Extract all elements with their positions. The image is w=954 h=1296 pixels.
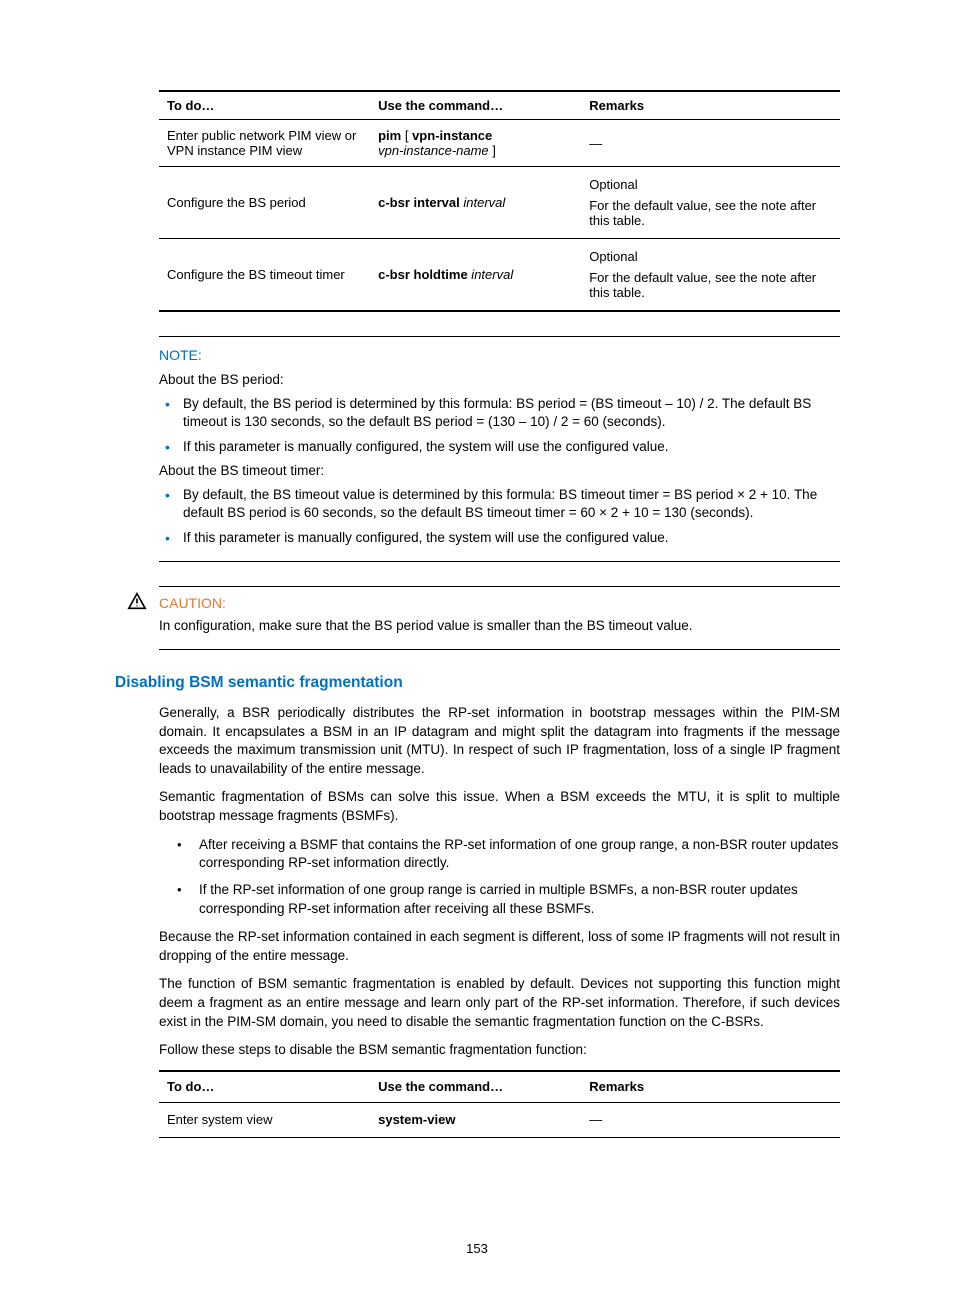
cell-todo: Configure the BS timeout timer xyxy=(159,239,370,312)
table1-wrapper: To do… Use the command… Remarks Enter pu… xyxy=(159,90,840,312)
command-table-1: To do… Use the command… Remarks Enter pu… xyxy=(159,90,840,312)
page-number: 153 xyxy=(0,1241,954,1256)
cmd-bold: vpn-instance xyxy=(412,128,492,143)
cell-todo: Configure the BS period xyxy=(159,167,370,239)
note-list: By default, the BS period is determined … xyxy=(159,395,840,456)
body-paragraph: Semantic fragmentation of BSMs can solve… xyxy=(159,788,840,825)
table-row: Enter system view system-view — xyxy=(159,1102,840,1137)
note-block: NOTE: About the BS period: By default, t… xyxy=(159,336,840,562)
col-header-todo: To do… xyxy=(159,91,370,120)
cmd-text: ] xyxy=(489,143,496,158)
body-paragraph: Generally, a BSR periodically distribute… xyxy=(159,704,840,779)
body-paragraph: Follow these steps to disable the BSM se… xyxy=(159,1041,840,1060)
cell-remarks: — xyxy=(581,120,840,167)
note-bullet: If this parameter is manually configured… xyxy=(159,529,840,547)
cell-cmd: c-bsr holdtime interval xyxy=(370,239,581,312)
note-wrapper: NOTE: About the BS period: By default, t… xyxy=(159,336,840,562)
cell-cmd: pim [ vpn-instance vpn-instance-name ] xyxy=(370,120,581,167)
table-header-row: To do… Use the command… Remarks xyxy=(159,91,840,120)
note-bullet: By default, the BS timeout value is dete… xyxy=(159,486,840,522)
note-bullet: By default, the BS period is determined … xyxy=(159,395,840,431)
body-paragraph: The function of BSM semantic fragmentati… xyxy=(159,975,840,1031)
cmd-text: [ xyxy=(401,128,412,143)
command-table-2: To do… Use the command… Remarks Enter sy… xyxy=(159,1070,840,1138)
cmd-ital: vpn-instance-name xyxy=(378,143,489,158)
note-paragraph: About the BS timeout timer: xyxy=(159,462,840,480)
body-list: After receiving a BSMF that contains the… xyxy=(159,836,840,919)
table-row: Configure the BS timeout timer c-bsr hol… xyxy=(159,239,840,312)
remarks-line: For the default value, see the note afte… xyxy=(589,270,832,300)
caution-block: CAUTION: In configuration, make sure tha… xyxy=(159,586,840,650)
cmd-ital: interval xyxy=(460,195,506,210)
cell-remarks: Optional For the default value, see the … xyxy=(581,239,840,312)
cmd-bold: c-bsr interval xyxy=(378,195,460,210)
cell-cmd: system-view xyxy=(370,1102,581,1137)
remarks-line: Optional xyxy=(589,249,832,264)
body-paragraph: Because the RP-set information contained… xyxy=(159,928,840,965)
col-header-cmd: Use the command… xyxy=(370,1071,581,1102)
note-bullet: If this parameter is manually configured… xyxy=(159,438,840,456)
body-bullet: If the RP-set information of one group r… xyxy=(159,881,840,918)
caution-text: In configuration, make sure that the BS … xyxy=(159,617,840,635)
caution-wrapper: CAUTION: In configuration, make sure tha… xyxy=(159,586,840,650)
note-paragraph: About the BS period: xyxy=(159,371,840,389)
table-header-row: To do… Use the command… Remarks xyxy=(159,1071,840,1102)
cell-cmd: c-bsr interval interval xyxy=(370,167,581,239)
cell-remarks: Optional For the default value, see the … xyxy=(581,167,840,239)
col-header-remarks: Remarks xyxy=(581,1071,840,1102)
cmd-bold: c-bsr holdtime xyxy=(378,267,468,282)
section-heading: Disabling BSM semantic fragmentation xyxy=(115,674,840,692)
col-header-todo: To do… xyxy=(159,1071,370,1102)
remarks-line: For the default value, see the note afte… xyxy=(589,198,832,228)
remarks-line: Optional xyxy=(589,177,832,192)
note-title: NOTE: xyxy=(159,347,840,363)
section-body: Generally, a BSR periodically distribute… xyxy=(159,704,840,1138)
cell-todo: Enter public network PIM view or VPN ins… xyxy=(159,120,370,167)
body-bullet: After receiving a BSMF that contains the… xyxy=(159,836,840,873)
cmd-bold: system-view xyxy=(378,1112,455,1127)
col-header-cmd: Use the command… xyxy=(370,91,581,120)
caution-triangle-icon xyxy=(127,592,147,610)
table-row: Configure the BS period c-bsr interval i… xyxy=(159,167,840,239)
caution-title: CAUTION: xyxy=(159,595,840,611)
cmd-bold: pim xyxy=(378,128,401,143)
table-row: Enter public network PIM view or VPN ins… xyxy=(159,120,840,167)
cell-todo: Enter system view xyxy=(159,1102,370,1137)
cell-remarks: — xyxy=(581,1102,840,1137)
page-content: To do… Use the command… Remarks Enter pu… xyxy=(115,90,840,1138)
col-header-remarks: Remarks xyxy=(581,91,840,120)
cmd-ital: interval xyxy=(468,267,514,282)
note-list: By default, the BS timeout value is dete… xyxy=(159,486,840,547)
